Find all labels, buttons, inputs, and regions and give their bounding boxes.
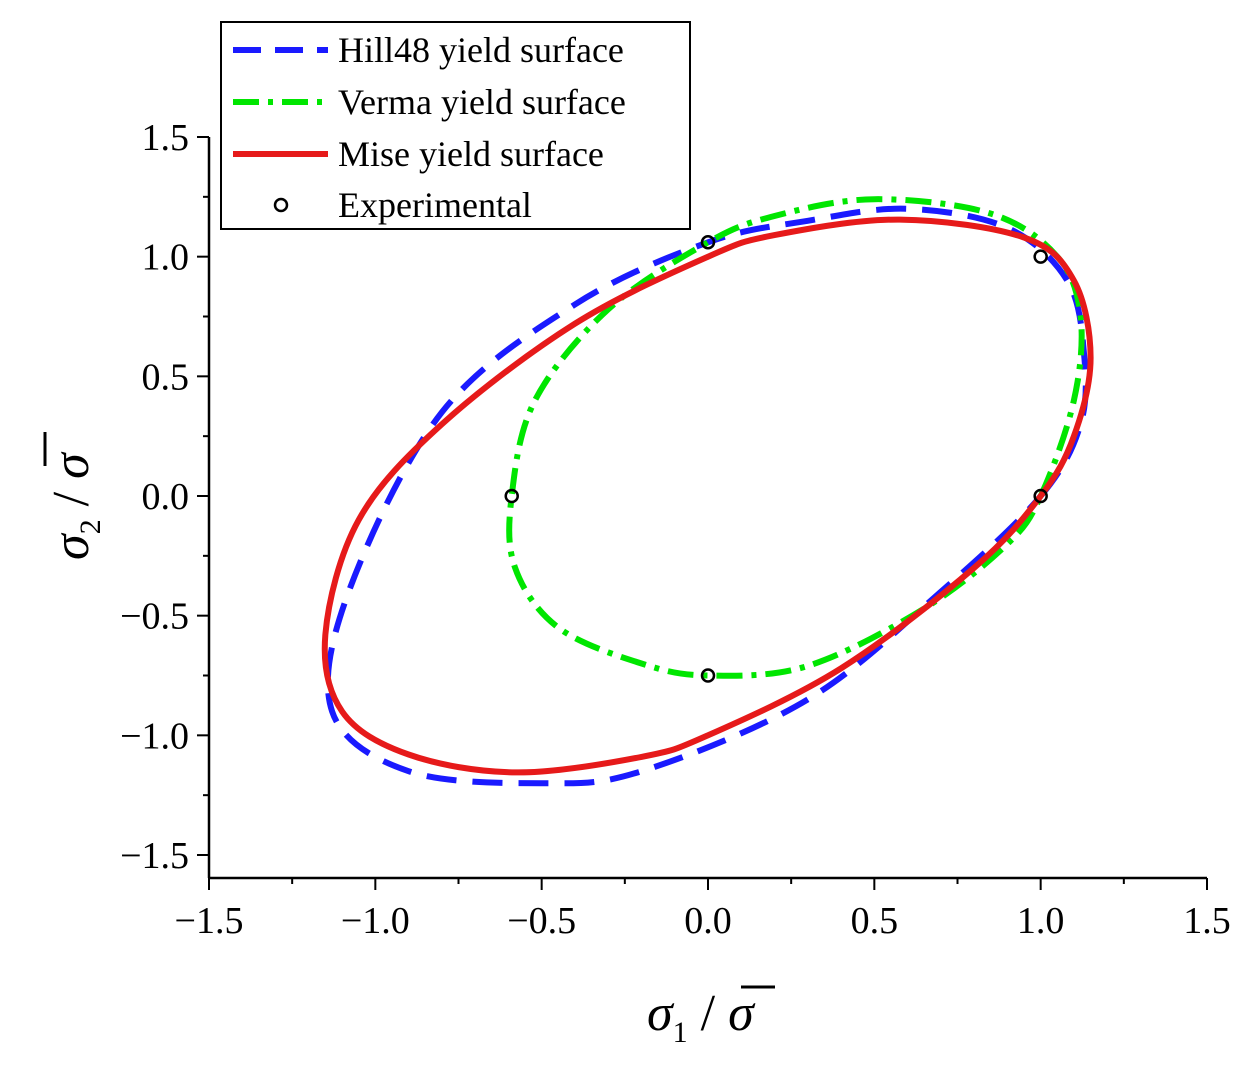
experimental-point [700, 235, 716, 250]
y-tick-label: −0.5 [120, 596, 189, 638]
x-tick-label: −1.5 [175, 900, 244, 942]
legend: Hill48 yield surface Verma yield surface… [220, 21, 691, 230]
experimental-point [504, 488, 519, 504]
y-axis-subscript: 2 [74, 519, 107, 534]
x-tick-label: −1.0 [341, 900, 410, 942]
experimental-points [504, 235, 1048, 683]
legend-label-verma: Verma yield surface [338, 82, 626, 122]
y-axis-title-group: σ2 / σ [43, 432, 107, 560]
legend-label-hill48: Hill48 yield surface [338, 30, 624, 70]
y-axis-sigma-bar: σ [43, 451, 100, 479]
experimental-point [1033, 488, 1048, 504]
x-tick-label: −0.5 [507, 900, 576, 942]
x-ticks: −1.5 −1.0 −0.5 0.0 0.5 1.0 1.5 [175, 878, 1231, 942]
y-axis-title: σ2 / σ [43, 451, 107, 560]
legend-swatch-experimental [273, 197, 289, 213]
y-tick-label: 1.0 [142, 237, 190, 279]
legend-label-experimental: Experimental [338, 185, 532, 225]
x-tick-label: 1.0 [1017, 900, 1065, 942]
legend-label-mise: Mise yield surface [338, 134, 604, 174]
y-tick-label: 0.5 [142, 356, 190, 398]
experimental-point [1033, 249, 1048, 264]
hill48-curve [324, 205, 1089, 787]
y-ticks: −1.5 −1.0 −0.5 0.0 0.5 1.0 1.5 [120, 117, 209, 877]
y-axis-slash: / [43, 479, 100, 519]
verma-curve [506, 196, 1085, 679]
y-tick-label: −1.0 [120, 715, 189, 757]
x-tick-label: 0.0 [684, 900, 732, 942]
x-axis-slash: / [688, 985, 728, 1042]
x-axis-title: σ1 / σ [647, 985, 756, 1049]
mise-curve [321, 216, 1094, 776]
y-tick-label: 0.0 [142, 476, 190, 518]
x-tick-label: 1.5 [1183, 900, 1231, 942]
x-axis-symbol: σ [647, 985, 675, 1042]
y-tick-label: −1.5 [120, 835, 189, 877]
x-axis-sigma-bar: σ [728, 985, 756, 1042]
y-axis-symbol: σ [43, 532, 100, 560]
curves [321, 196, 1094, 787]
x-tick-label: 0.5 [851, 900, 899, 942]
y-tick-label: 1.5 [142, 117, 190, 159]
experimental-point [700, 668, 716, 683]
x-axis-subscript: 1 [673, 1016, 688, 1049]
legend-box [220, 21, 691, 230]
